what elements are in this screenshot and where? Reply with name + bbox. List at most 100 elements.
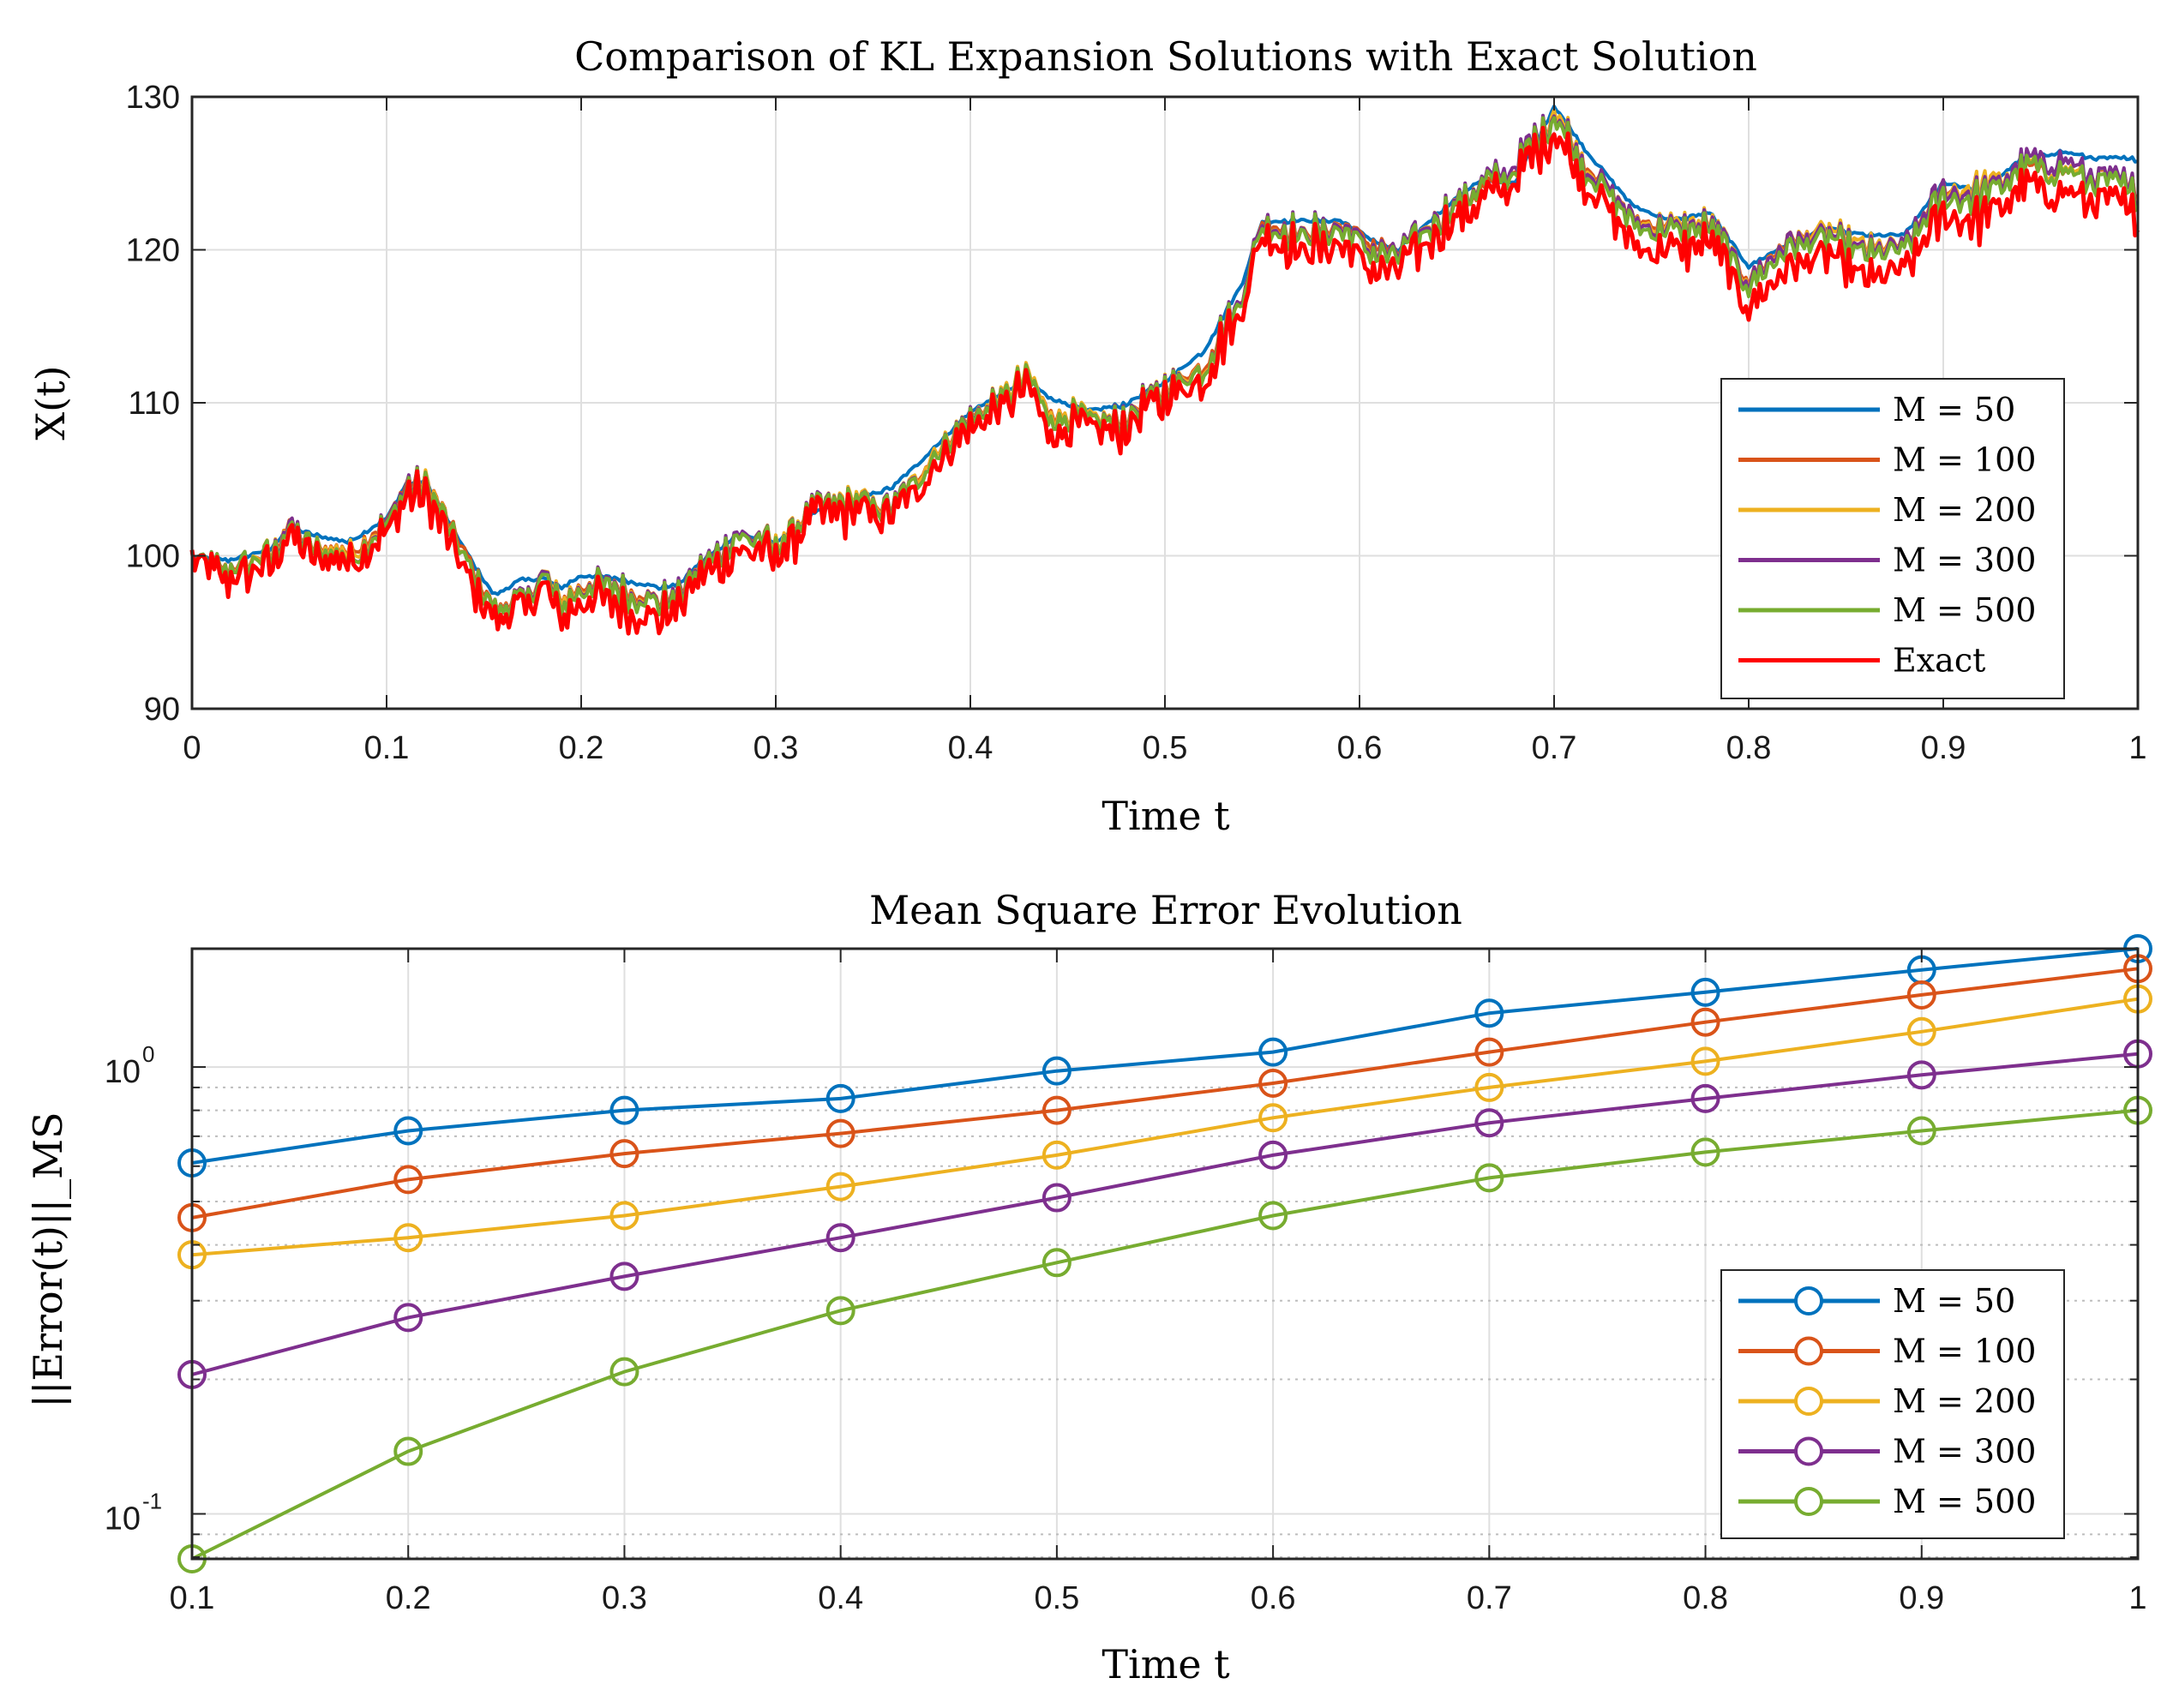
bottom-data-point-m50 [825,1083,855,1113]
bottom-data-point-m500 [609,1357,639,1387]
bottom-data-point-m100 [1690,1007,1720,1037]
bottom-data-point-m300 [609,1262,639,1291]
top-x-tick-label: 1 [2128,730,2146,766]
bottom-data-point-m100 [393,1165,423,1195]
bottom-data-point-m300 [1474,1108,1504,1138]
bottom-x-axis-label: Time t [1102,1641,1230,1687]
bottom-data-point-m100 [825,1118,855,1148]
bottom-data-point-m300 [1258,1140,1288,1170]
bottom-data-point-m500 [1906,1116,1936,1146]
top-legend-box [1720,378,2065,699]
bottom-series-line-m50 [191,947,2139,1165]
top-x-tick-label: 0.8 [1726,730,1772,766]
bottom-data-point-m200 [1258,1103,1288,1133]
bottom-y-tick-label: 10 [105,1054,141,1090]
bottom-y-tick-label: 10 [105,1501,141,1537]
bottom-legend-label: M = 50 [1893,1282,2015,1320]
bottom-legend-marker [1794,1336,1823,1366]
top-series-line-exact [189,125,2140,636]
bottom-data-point-m500 [1258,1201,1288,1231]
top-y-tick-label: 130 [126,80,180,116]
top-legend-label: M = 200 [1893,491,2036,529]
top-x-tick-label: 0.4 [948,730,993,766]
top-x-tick-label: 0.1 [364,730,410,766]
bottom-data-point-m200 [1690,1046,1720,1076]
bottom-legend-label: M = 100 [1893,1333,2036,1370]
bottom-y-tick-exponent: 0 [142,1041,154,1067]
bottom-data-point-m300 [1906,1060,1936,1090]
bottom-series-line-m500 [191,1108,2139,1561]
bottom-series-line-m200 [191,997,2139,1257]
top-x-tick-label: 0 [183,730,201,766]
top-subplot: Comparison of KL Expansion Solutions wit… [27,33,2147,839]
top-legend-label: Exact [1893,642,1985,680]
bottom-x-tick-label: 0.8 [1683,1580,1728,1616]
bottom-legend-marker [1794,1436,1823,1466]
bottom-x-tick-label: 0.3 [602,1580,647,1616]
bottom-data-point-m50 [1474,998,1504,1028]
bottom-data-point-m300 [1690,1083,1720,1113]
bottom-data-point-m50 [609,1095,639,1125]
top-legend-label: M = 100 [1893,441,2036,479]
top-y-tick-label: 110 [128,386,180,422]
top-ticks: 0 0.1 0.2 0.3 0.4 0.5 0.6 0.7 0.8 0.9 1 90 100 110 120… [126,80,2147,766]
bottom-series-line-m300 [191,1052,2139,1376]
bottom-data-point-m100 [1474,1037,1504,1067]
bottom-x-tick-label: 0.6 [1251,1580,1296,1616]
bottom-data-point-m200 [1041,1140,1071,1170]
bottom-chart-title: Mean Square Error Evolution [869,887,1462,933]
top-y-tick-label: 90 [144,692,180,728]
top-legend-label: M = 500 [1893,591,2036,629]
top-legend: M = 50 M = 100 M = 200 M = 300 M = 500 Exact [1720,378,2065,699]
bottom-y-axis-label: ||Error(t)||_MS [25,1112,71,1407]
bottom-legend-box [1720,1269,2065,1539]
top-y-tick-label: 120 [126,233,180,269]
bottom-legend-label: M = 300 [1893,1433,2036,1471]
bottom-legend-label: M = 200 [1893,1382,2036,1420]
top-x-tick-label: 0.9 [1921,730,1966,766]
bottom-data-point-m500 [1690,1137,1720,1167]
bottom-data-point-m50 [1690,977,1720,1007]
bottom-subplot: Mean Square Error Evolution 0.1 0.2 0.3 0.4… [25,887,2152,1687]
bottom-data-point-m50 [1041,1056,1071,1086]
bottom-data-point-m100 [609,1139,639,1169]
bottom-data-point-m200 [1474,1072,1504,1102]
bottom-axes-box [190,947,2140,1561]
bottom-legend-marker [1794,1286,1823,1315]
bottom-data-point-m500 [1041,1248,1071,1278]
top-x-tick-label: 0.3 [753,730,799,766]
top-x-tick-label: 0.7 [1532,730,1577,766]
top-x-tick-label: 0.5 [1143,730,1188,766]
top-legend-label: M = 300 [1893,542,2036,579]
bottom-data-point-m300 [393,1303,423,1333]
top-y-axis-label: X(t) [27,365,74,440]
bottom-data-point-m200 [1906,1016,1936,1046]
bottom-series-line-m100 [191,967,2139,1220]
bottom-x-tick-label: 0.1 [170,1580,215,1616]
bottom-legend: M = 50 M = 100 M = 200 M = 300 M = 500 [1720,1269,2065,1539]
bottom-data-point-m300 [1041,1183,1071,1213]
top-series-line-m500 [190,116,2140,620]
top-legend-label: M = 50 [1893,391,2015,428]
bottom-data-point-m500 [1474,1163,1504,1193]
bottom-legend-label: M = 500 [1893,1483,2036,1520]
top-x-axis-label: Time t [1102,793,1230,839]
bottom-series-group [177,934,2152,1573]
top-x-tick-label: 0.6 [1337,730,1383,766]
bottom-x-tick-label: 0.4 [818,1580,863,1616]
bottom-data-point-m200 [825,1172,855,1202]
bottom-data-point-m500 [825,1296,855,1326]
bottom-data-point-m300 [825,1223,855,1253]
top-series-group [189,105,2140,636]
top-y-tick-label: 100 [126,539,180,575]
bottom-legend-marker [1794,1487,1823,1516]
top-x-tick-label: 0.2 [559,730,604,766]
bottom-x-tick-label: 0.2 [386,1580,431,1616]
bottom-data-point-m50 [1258,1037,1288,1067]
bottom-data-point-m200 [393,1223,423,1253]
bottom-data-point-m100 [1258,1068,1288,1098]
bottom-data-point-m100 [1906,980,1936,1010]
top-chart-title: Comparison of KL Expansion Solutions wit… [574,33,1757,80]
